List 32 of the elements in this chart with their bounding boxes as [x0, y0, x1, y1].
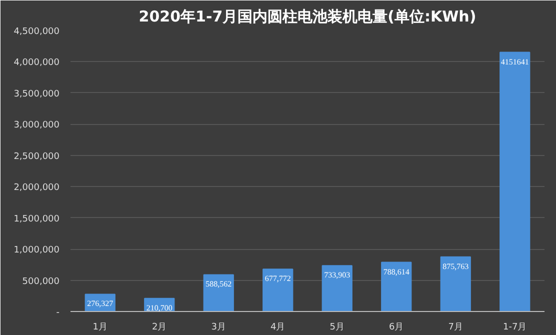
- x-tick-label: 2月: [152, 322, 167, 332]
- chart-title: 2020年1-7月国内圆柱电池装机电量(单位:KWh): [138, 8, 476, 26]
- data-label: 733,903: [324, 270, 350, 280]
- bar: [440, 256, 471, 312]
- y-tick-label: 2,000,000: [14, 183, 60, 194]
- x-tick-label: 4月: [270, 322, 286, 332]
- data-label: 788,614: [383, 267, 410, 276]
- x-tick-label: 7月: [448, 322, 463, 332]
- y-tick-label: -: [56, 308, 60, 318]
- bar: [322, 265, 352, 312]
- data-label: 4151641: [500, 57, 529, 66]
- x-tick-label: 6月: [389, 322, 404, 332]
- x-tick-label: 5月: [330, 322, 344, 332]
- y-tick-label: 2,500,000: [14, 152, 60, 162]
- y-tick-label: 1,000,000: [14, 246, 60, 256]
- data-label: 875,763: [442, 262, 469, 271]
- bar: [500, 52, 530, 312]
- bar: [262, 268, 294, 312]
- x-tick-label: 1月: [92, 322, 108, 332]
- data-label: 677,772: [264, 274, 291, 284]
- y-tick-label: 1,500,000: [14, 214, 60, 224]
- x-tick-label: 1-7月: [503, 322, 527, 332]
- y-tick-label: 500,000: [22, 276, 60, 287]
- data-label: 588,562: [206, 280, 232, 289]
- data-label: 276,327: [87, 299, 114, 308]
- bar: [381, 262, 412, 312]
- y-tick-label: 4,000,000: [14, 58, 60, 68]
- y-tick-label: 3,000,000: [14, 120, 60, 131]
- y-tick-label: 4,500,000: [14, 27, 60, 37]
- data-label: 210,700: [146, 303, 172, 312]
- y-tick-label: 3,500,000: [14, 89, 60, 100]
- x-tick-label: 3月: [211, 322, 226, 332]
